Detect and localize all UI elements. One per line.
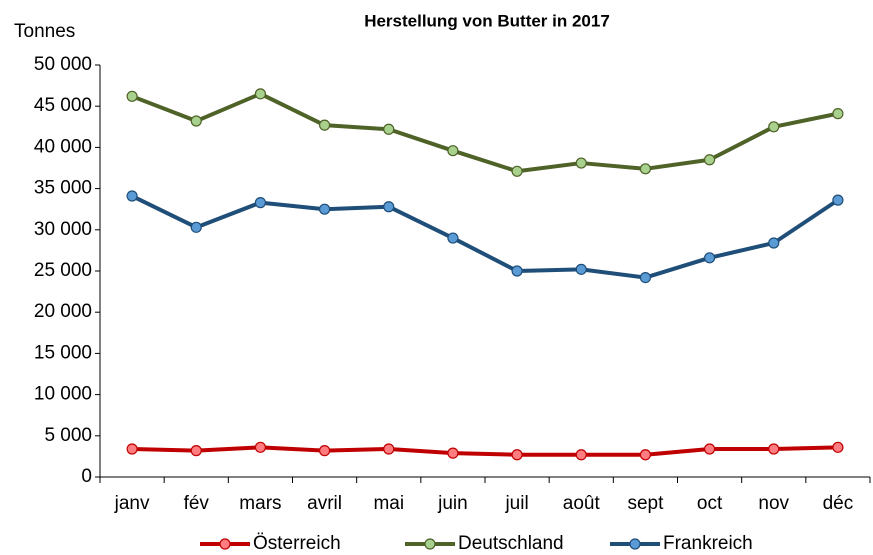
data-point (832, 108, 844, 120)
y-tick-label: 20 000 (34, 301, 92, 322)
series-line (131, 91, 839, 174)
legend-marker (424, 538, 436, 550)
x-tick-label: oct (697, 493, 723, 514)
y-tick-label: 45 000 (34, 95, 92, 116)
data-point (832, 441, 844, 453)
data-point (126, 443, 138, 455)
data-point (768, 443, 780, 455)
y-tick-label: 40 000 (34, 136, 92, 157)
data-point (318, 445, 331, 457)
data-point (832, 194, 844, 206)
data-point (575, 263, 587, 275)
y-tick-label: 5 000 (44, 425, 92, 446)
data-point (190, 445, 202, 457)
x-tick-label: mars (239, 493, 281, 514)
series-line (132, 445, 838, 457)
data-point (511, 265, 523, 277)
x-tick-label: août (563, 493, 601, 514)
x-tick-label: avril (307, 493, 342, 514)
data-point (575, 157, 587, 169)
data-point (190, 221, 202, 233)
data-point (126, 90, 138, 102)
data-point (575, 449, 587, 461)
y-axis-label: Tonnes (14, 21, 75, 42)
y-tick-label: 30 000 (34, 219, 92, 240)
x-tick-label: juil (504, 493, 528, 514)
x-tick-label: mai (373, 493, 404, 514)
data-point (768, 121, 780, 133)
data-point (511, 449, 523, 461)
data-point (703, 154, 716, 166)
legend-marker (219, 538, 231, 550)
data-point (254, 441, 267, 453)
data-point (254, 88, 267, 100)
x-tick-label: nov (758, 493, 789, 514)
x-tick-label: déc (823, 493, 854, 514)
data-point (703, 252, 716, 264)
series-line (131, 194, 840, 280)
data-point (639, 163, 652, 175)
x-tick-label: janv (114, 493, 150, 514)
data-point (703, 443, 716, 455)
data-point (318, 203, 331, 215)
data-point (383, 123, 395, 135)
data-point (447, 447, 459, 459)
data-point (639, 449, 652, 461)
data-point (768, 237, 780, 249)
y-tick-label: 15 000 (34, 342, 92, 363)
data-point (383, 201, 395, 213)
x-tick-label: fév (184, 493, 210, 514)
data-point (254, 197, 267, 209)
data-point (511, 165, 523, 177)
legend-label: Österreich (253, 533, 341, 554)
legend-label: Frankreich (663, 533, 753, 554)
y-tick-label: 10 000 (34, 384, 92, 405)
y-tick-label: 50 000 (34, 54, 92, 75)
data-point (190, 115, 202, 127)
data-point (383, 443, 395, 455)
data-point (639, 271, 652, 284)
x-tick-label: juin (437, 493, 468, 514)
data-point (126, 190, 138, 202)
y-tick-label: 35 000 (34, 178, 92, 199)
data-point (447, 145, 459, 157)
data-point (318, 119, 331, 131)
y-tick-label: 0 (81, 466, 92, 487)
y-tick-label: 25 000 (34, 260, 92, 281)
legend-marker (629, 538, 641, 550)
chart-title: Herstellung von Butter in 2017 (364, 11, 610, 30)
data-point (447, 232, 459, 244)
x-tick-label: sept (627, 493, 664, 514)
legend-label: Deutschland (458, 533, 564, 554)
